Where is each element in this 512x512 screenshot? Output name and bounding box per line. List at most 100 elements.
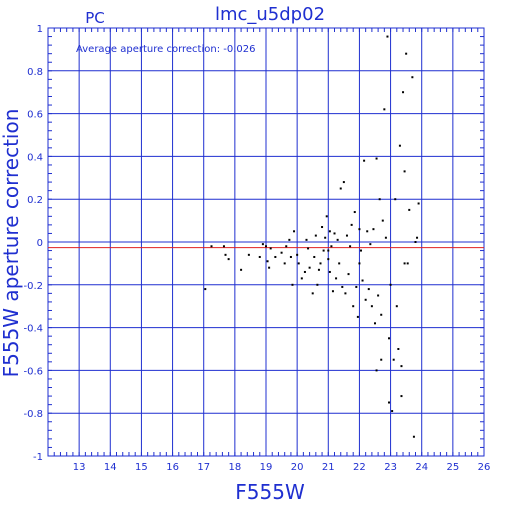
x-tick-label: 14 — [104, 462, 117, 473]
data-point — [327, 258, 330, 261]
y-tick-label: -1 — [33, 452, 43, 463]
y-tick-label: 0.4 — [27, 152, 43, 163]
data-point — [288, 238, 291, 241]
data-point — [291, 283, 294, 286]
data-point — [316, 283, 319, 286]
data-point — [327, 249, 330, 252]
data-point — [416, 236, 419, 239]
x-tick-label: 21 — [322, 462, 335, 473]
data-point — [325, 215, 328, 218]
data-point — [378, 198, 381, 201]
data-point — [359, 249, 362, 252]
data-point — [366, 230, 369, 233]
data-point — [305, 238, 308, 241]
x-tick-label: 17 — [197, 462, 210, 473]
data-point — [364, 298, 367, 301]
data-point — [381, 219, 384, 222]
data-point — [375, 369, 378, 372]
data-point — [227, 258, 230, 261]
data-point — [386, 35, 389, 38]
data-point — [392, 358, 395, 361]
x-tick-label: 15 — [135, 462, 148, 473]
data-point — [388, 401, 391, 404]
data-point — [349, 245, 352, 248]
data-point — [372, 228, 375, 231]
x-tick-label: 20 — [291, 462, 304, 473]
data-point — [280, 251, 283, 254]
data-point — [331, 290, 334, 293]
data-point — [417, 202, 420, 205]
y-tick-label: -0.2 — [23, 281, 43, 292]
y-tick-label: -0.6 — [23, 366, 43, 377]
data-point — [289, 255, 292, 258]
data-point — [397, 348, 400, 350]
data-point — [377, 294, 380, 297]
data-point — [314, 234, 317, 237]
y-tick-label: -0.4 — [23, 324, 43, 335]
data-point — [330, 245, 333, 248]
data-point — [356, 315, 359, 318]
data-point — [317, 268, 320, 271]
x-tick-label: 19 — [260, 462, 273, 473]
annotation: Average aperture correction: -0.026 — [76, 44, 256, 55]
x-tick-label: 23 — [384, 462, 397, 473]
data-point — [285, 245, 288, 248]
data-point — [374, 322, 376, 325]
data-point — [369, 243, 372, 246]
x-tick-label: 26 — [478, 462, 491, 473]
data-point — [350, 223, 353, 226]
data-point — [336, 238, 339, 241]
data-point — [352, 305, 355, 308]
y-tick-label: 0.8 — [27, 67, 43, 78]
data-point — [333, 232, 336, 235]
y-tick-label: 0.6 — [27, 110, 43, 121]
data-point — [293, 230, 296, 233]
y-tick-label: 1 — [37, 24, 43, 35]
data-point — [406, 262, 409, 265]
data-point — [222, 245, 225, 248]
data-point — [405, 52, 408, 55]
data-point — [307, 247, 310, 250]
data-point — [403, 170, 406, 173]
data-point — [363, 159, 366, 162]
data-point — [383, 108, 386, 111]
data-point — [344, 292, 347, 295]
data-point — [380, 313, 383, 316]
data-point — [300, 277, 303, 280]
data-point — [394, 198, 397, 201]
data-point — [296, 253, 299, 256]
data-point — [328, 270, 331, 273]
data-point — [338, 262, 341, 265]
data-point — [247, 253, 250, 256]
data-points — [204, 35, 420, 438]
data-point — [412, 435, 415, 438]
data-point — [370, 305, 373, 308]
data-point — [297, 262, 300, 265]
data-point — [313, 255, 316, 258]
data-point — [328, 230, 331, 233]
data-point — [322, 249, 325, 252]
data-point — [345, 234, 348, 237]
data-point — [341, 285, 344, 288]
data-point — [391, 410, 394, 413]
data-point — [283, 262, 286, 265]
data-point — [335, 277, 338, 280]
x-tick-label: 24 — [415, 462, 428, 473]
data-point — [353, 211, 356, 214]
data-point — [384, 236, 387, 239]
data-point — [266, 260, 269, 263]
data-point — [414, 241, 417, 243]
data-point — [361, 279, 364, 282]
data-point — [224, 253, 227, 256]
data-point — [389, 283, 392, 286]
data-point — [319, 262, 322, 265]
x-tick-label: 16 — [166, 462, 179, 473]
data-point — [400, 395, 403, 398]
data-point — [358, 228, 361, 231]
data-point — [375, 157, 378, 160]
y-tick-label: -0.8 — [23, 409, 43, 420]
data-point — [204, 288, 207, 291]
data-point — [347, 273, 350, 276]
data-point — [268, 266, 271, 269]
